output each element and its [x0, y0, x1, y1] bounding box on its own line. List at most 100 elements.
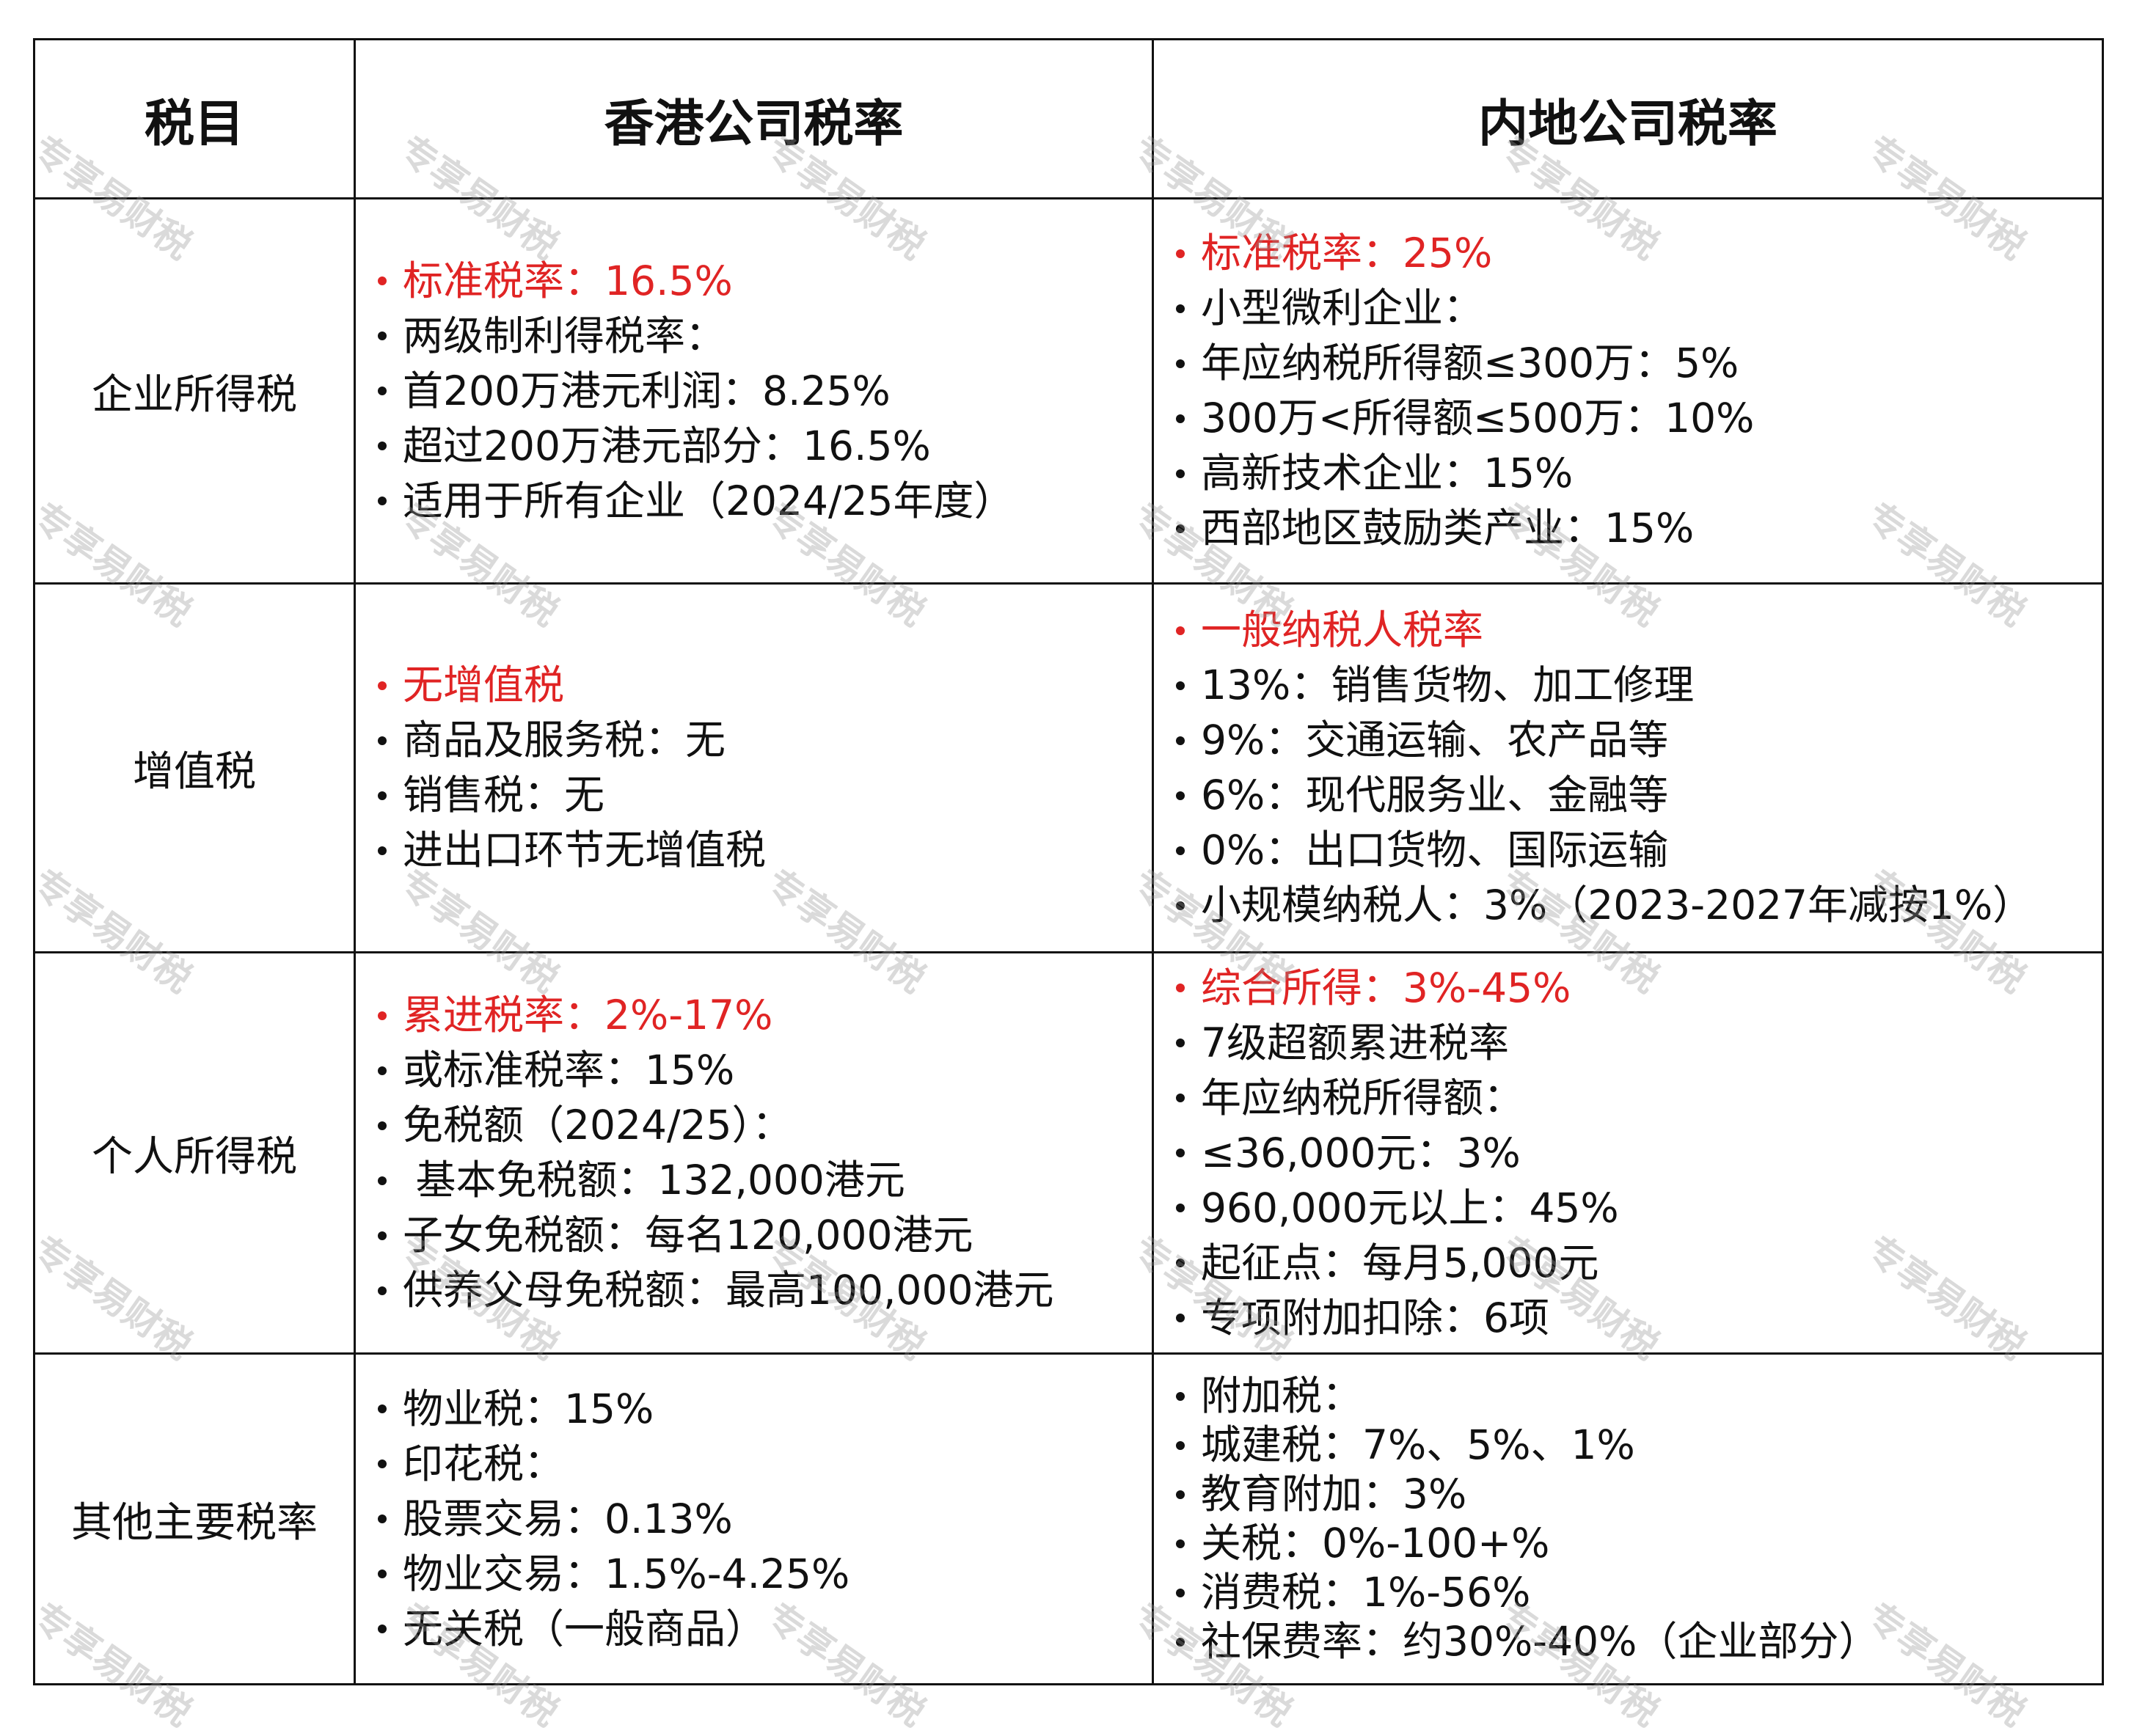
list-item-text: 专项附加扣除：6项: [1201, 1294, 1549, 1341]
list-item-text: 附加税：: [1201, 1372, 1363, 1419]
list-item-text: 销售税：无: [403, 772, 605, 818]
list-item-text: 两级制利得税率：: [403, 312, 726, 359]
list-item: 物业交易：1.5%-4.25%: [378, 1547, 1152, 1602]
hk-rate-cell: 物业税：15% 印花税： 股票交易：0.13% 物业交易：1.5%-4.25% 无关税（…: [354, 1352, 1154, 1685]
bullet-icon: [1176, 1039, 1185, 1047]
bullet-icon: [1176, 1637, 1185, 1647]
list-item-text: 西部地区鼓励类产业：15%: [1201, 505, 1695, 552]
bullet-icon: [378, 442, 387, 450]
bullet-icon: [378, 1460, 387, 1468]
list-item: 7级超额累进税率: [1176, 1016, 2102, 1071]
list-item-text: 综合所得：3%-45%: [1201, 964, 1571, 1011]
mainland-rate-cell: 标准税率：25% 小型微利企业： 年应纳税所得额≤300万：5% 300万<所得额≤5…: [1152, 197, 2104, 585]
bullet-icon: [378, 276, 387, 285]
list-item: 免税额（2024/25）：: [378, 1098, 1152, 1153]
bullet-icon: [378, 1231, 387, 1240]
list-item: 小规模纳税人：3%（2023-2027年减按1%）: [1176, 878, 2102, 933]
list-item: 首200万港元利润：8.25%: [378, 364, 1152, 419]
list-item: 标准税率：16.5%: [378, 254, 1152, 309]
list-item: 一般纳税人税率: [1176, 603, 2102, 658]
hk-rate-cell: 标准税率：16.5% 两级制利得税率： 首200万港元利润：8.25% 超过200万港…: [354, 197, 1154, 585]
list-item-text: 免税额（2024/25）：: [403, 1102, 792, 1149]
list-item-text: 9%：交通运输、农产品等: [1201, 717, 1669, 763]
list-item: 进出口环节无增值税: [378, 823, 1152, 878]
list-item: 商品及服务税：无: [378, 713, 1152, 768]
list-item-text: 关税：0%-100+%: [1201, 1520, 1550, 1567]
list-item: 供养父母免税额：最高100,000港元: [378, 1263, 1152, 1318]
bullet-icon: [1176, 791, 1185, 800]
list-item-text: 6%：现代服务业、金融等: [1201, 772, 1669, 818]
list-item-text: 小规模纳税人：3%（2023-2027年减按1%）: [1201, 882, 2033, 929]
bullet-icon: [1176, 304, 1185, 313]
list-item: 或标准税率：15%: [378, 1043, 1152, 1098]
list-item: 小型微利企业：: [1176, 281, 2102, 336]
list-item: 印花税：: [378, 1437, 1152, 1492]
bullet-icon: [378, 332, 387, 340]
bullet-icon: [1176, 469, 1185, 478]
list-item-text: 累进税率：2%-17%: [403, 992, 773, 1039]
list-item-text: 无增值税: [403, 662, 565, 708]
bullet-icon: [378, 1515, 387, 1523]
list-item: 年应纳税所得额：: [1176, 1071, 2102, 1126]
list-item: 两级制利得税率：: [378, 309, 1152, 364]
list-item-text: 城建税：7%、5%、1%: [1201, 1421, 1635, 1468]
bullet-icon: [378, 1286, 387, 1295]
list-item: 300万<所得额≤500万：10%: [1176, 391, 2102, 446]
bullet-icon: [378, 1121, 387, 1130]
list-item: 年应纳税所得额≤300万：5%: [1176, 336, 2102, 391]
list-item: 标准税率：25%: [1176, 226, 2102, 281]
list-item: 高新技术企业：15%: [1176, 446, 2102, 501]
list-item: 基本免税额：132,000港元: [378, 1153, 1152, 1208]
list-item: 9%：交通运输、农产品等: [1176, 713, 2102, 768]
table-row: 企业所得税 标准税率：16.5% 两级制利得税率： 首200万港元利润：8.25% 超过…: [33, 197, 2104, 585]
list-item: 城建税：7%、5%、1%: [1176, 1421, 2102, 1470]
mainland-rate-cell: 附加税： 城建税：7%、5%、1% 教育附加：3% 关税：0%-100+% 消费税：1%…: [1152, 1352, 2104, 1685]
hk-rate-cell: 累进税率：2%-17% 或标准税率：15% 免税额（2024/25）： 基本免税额：…: [354, 951, 1154, 1355]
bullet-icon: [378, 681, 387, 690]
header-row: 税目 香港公司税率 内地公司税率: [33, 38, 2104, 199]
tax-item-name: 个人所得税: [33, 951, 356, 1355]
list-item-text: 300万<所得额≤500万：10%: [1201, 395, 1755, 442]
list-item: 西部地区鼓励类产业：15%: [1176, 501, 2102, 556]
list-item-text: 或标准税率：15%: [403, 1047, 735, 1094]
list-item-text: 一般纳税人税率: [1201, 607, 1484, 653]
list-item-text: 消费税：1%-56%: [1201, 1569, 1531, 1616]
list-item-text: 首200万港元利润：8.25%: [403, 367, 891, 414]
bullet-icon: [1176, 1314, 1185, 1322]
bullet-icon: [378, 791, 387, 800]
bullet-icon: [1176, 1588, 1185, 1597]
list-item-text: 0%：出口货物、国际运输: [1201, 827, 1669, 874]
list-item: 股票交易：0.13%: [378, 1492, 1152, 1547]
list-item-text: 标准税率：25%: [1201, 230, 1493, 276]
bullet-icon: [378, 1570, 387, 1578]
list-item-text: 起征点：每月5,000元: [1201, 1239, 1599, 1286]
bullet-icon: [378, 1404, 387, 1413]
hk-rate-cell: 无增值税商品及服务税：无 销售税：无进出口环节无增值税: [354, 582, 1154, 953]
list-item-text: 社保费率：约30%-40%（企业部分）: [1201, 1618, 1879, 1665]
header-hk-rate: 香港公司税率: [354, 38, 1154, 199]
header-tax-item: 税目: [33, 38, 356, 199]
bullet-icon: [378, 846, 387, 855]
list-item-text: 适用于所有企业（2024/25年度）: [403, 477, 1015, 524]
tax-item-name: 增值税: [33, 582, 356, 953]
bullet-icon: [378, 1066, 387, 1075]
tax-item-name: 其他主要税率: [33, 1352, 356, 1685]
list-item-text: 年应纳税所得额≤300万：5%: [1201, 340, 1739, 387]
list-item-text: 供养父母免税额：最高100,000港元: [403, 1267, 1054, 1314]
list-item-text: 子女免税额：每名120,000港元: [403, 1212, 973, 1259]
list-item-text: 13%：销售货物、加工修理: [1201, 662, 1695, 708]
list-item: 超过200万港元部分：16.5%: [378, 419, 1152, 474]
bullet-icon: [378, 1176, 387, 1185]
bullet-icon: [1176, 524, 1185, 533]
bullet-icon: [1176, 1490, 1185, 1499]
mainland-rate-cell: 一般纳税人税率 13%：销售货物、加工修理 9%：交通运输、农产品等 6%：现代服务业…: [1152, 582, 2104, 953]
bullet-icon: [1176, 984, 1185, 992]
list-item: 综合所得：3%-45%: [1176, 961, 2102, 1016]
list-item: 6%：现代服务业、金融等: [1176, 768, 2102, 823]
bullet-icon: [1176, 1259, 1185, 1267]
bullet-icon: [1176, 1440, 1185, 1450]
bullet-icon: [378, 497, 387, 505]
list-item: 社保费率：约30%-40%（企业部分）: [1176, 1617, 2102, 1666]
list-item-text: 年应纳税所得额：: [1201, 1074, 1524, 1121]
bullet-icon: [1176, 359, 1185, 368]
